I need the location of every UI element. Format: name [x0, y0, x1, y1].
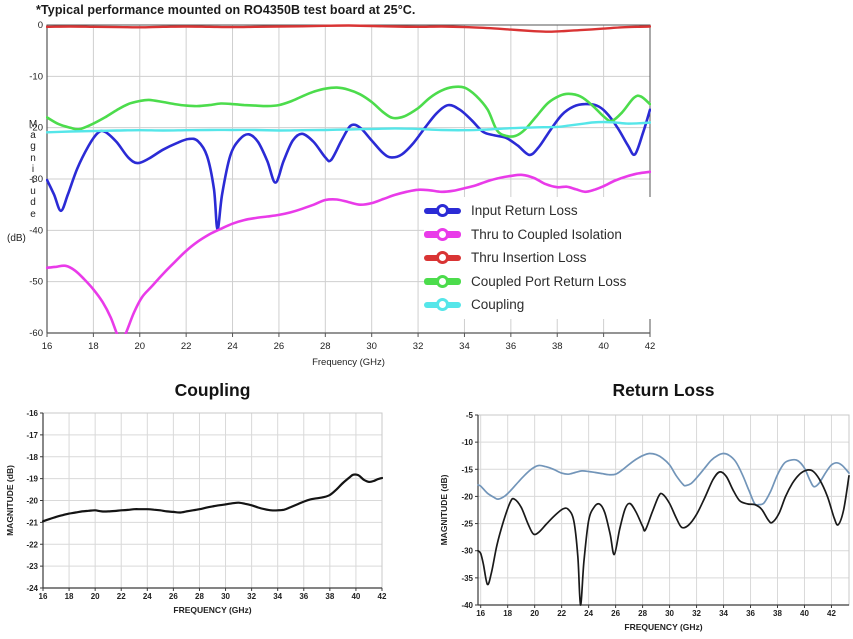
svg-text:-20: -20	[26, 497, 38, 506]
svg-text:38: 38	[552, 341, 563, 352]
svg-text:-30: -30	[461, 547, 473, 556]
svg-text:22: 22	[181, 341, 192, 352]
svg-text:20: 20	[91, 592, 100, 601]
svg-text:-60: -60	[29, 328, 43, 339]
svg-text:38: 38	[325, 592, 334, 601]
legend-label: Input Return Loss	[471, 203, 578, 219]
svg-text:32: 32	[413, 341, 424, 352]
svg-text:16: 16	[42, 341, 53, 352]
svg-text:-20: -20	[461, 492, 473, 501]
svg-text:-35: -35	[461, 574, 473, 583]
svg-text:34: 34	[459, 341, 470, 352]
svg-text:42: 42	[645, 341, 656, 352]
svg-text:MAGNITUDE (dB): MAGNITUDE (dB)	[439, 474, 449, 545]
svg-text:32: 32	[247, 592, 256, 601]
svg-text:-5: -5	[466, 411, 474, 420]
svg-text:24: 24	[143, 592, 152, 601]
svg-text:0: 0	[38, 20, 43, 31]
legend-item-input-return-loss: Input Return Loss	[424, 199, 680, 223]
svg-text:18: 18	[88, 341, 99, 352]
svg-text:-23: -23	[26, 562, 38, 571]
svg-text:30: 30	[665, 609, 674, 618]
svg-text:-22: -22	[26, 540, 38, 549]
svg-text:-16: -16	[26, 409, 38, 418]
svg-text:-19: -19	[26, 475, 38, 484]
svg-text:-15: -15	[461, 465, 473, 474]
svg-text:24: 24	[227, 341, 238, 352]
svg-text:-17: -17	[26, 431, 38, 440]
legend-item-coupled-port-return-loss: Coupled Port Return Loss	[424, 270, 680, 294]
svg-text:26: 26	[274, 341, 285, 352]
svg-text:32: 32	[692, 609, 701, 618]
svg-text:28: 28	[638, 609, 647, 618]
svg-text:34: 34	[719, 609, 728, 618]
svg-text:28: 28	[195, 592, 204, 601]
legend-item-thru-insertion-loss: Thru Insertion Loss	[424, 246, 680, 270]
legend-label: Thru Insertion Loss	[471, 250, 587, 266]
svg-text:34: 34	[273, 592, 282, 601]
legend-line-circle-icon	[424, 251, 461, 265]
svg-text:40: 40	[800, 609, 809, 618]
svg-text:22: 22	[117, 592, 126, 601]
coupling-chart-plot: 16 18 20 22 24 26 28 30 32 34 36 38 40 42 -16 -17 -18 -19…	[5, 409, 387, 615]
svg-text:26: 26	[169, 592, 178, 601]
svg-text:26: 26	[611, 609, 620, 618]
svg-text:36: 36	[299, 592, 308, 601]
legend-label: Coupled Port Return Loss	[471, 273, 627, 289]
svg-text:30: 30	[221, 592, 230, 601]
legend-line-circle-icon	[424, 298, 461, 312]
svg-text:Frequency (GHz): Frequency (GHz)	[312, 357, 385, 368]
svg-text:28: 28	[320, 341, 331, 352]
svg-text:-30: -30	[29, 174, 43, 185]
svg-text:40: 40	[598, 341, 609, 352]
svg-text:-40: -40	[29, 225, 43, 236]
svg-text:FREQUENCY (GHz): FREQUENCY (GHz)	[624, 622, 702, 632]
svg-text:22: 22	[557, 609, 566, 618]
svg-text:-40: -40	[461, 601, 473, 610]
svg-text:20: 20	[134, 341, 145, 352]
svg-text:42: 42	[827, 609, 836, 618]
svg-text:-10: -10	[29, 71, 43, 82]
svg-text:FREQUENCY (GHz): FREQUENCY (GHz)	[173, 605, 251, 615]
main-chart-title: *Typical performance mounted on RO4350B …	[36, 3, 416, 17]
legend-item-coupling: Coupling	[424, 293, 680, 317]
legend-label: Thru to Coupled Isolation	[471, 226, 622, 242]
legend-line-circle-icon	[424, 274, 461, 288]
return-loss-chart-title: Return Loss	[612, 380, 715, 400]
svg-text:36: 36	[506, 341, 517, 352]
svg-text:-50: -50	[29, 277, 43, 288]
svg-text:18: 18	[65, 592, 74, 601]
main-y-axis-label: M a g n i t u d e	[28, 119, 38, 220]
svg-text:18: 18	[503, 609, 512, 618]
svg-text:42: 42	[378, 592, 387, 601]
legend-item-thru-to-coupled-isolation: Thru to Coupled Isolation	[424, 223, 680, 247]
svg-text:MAGNITUDE (dB): MAGNITUDE (dB)	[5, 465, 15, 536]
main-chart-legend: Input Return Loss Thru to Coupled Isolat…	[424, 197, 680, 319]
svg-text:-24: -24	[26, 584, 38, 593]
main-chart-plot: 16 18 20 22 24 26 28 30 32 34 36 38 40 42 0 -10 -20 -30 -4…	[29, 20, 656, 368]
svg-text:-21: -21	[26, 518, 38, 527]
svg-text:30: 30	[366, 341, 377, 352]
svg-text:-20: -20	[29, 123, 43, 134]
legend-line-circle-icon	[424, 204, 461, 218]
svg-text:-10: -10	[461, 438, 473, 447]
main-y-axis-unit: (dB)	[7, 233, 26, 244]
svg-text:36: 36	[746, 609, 755, 618]
legend-line-circle-icon	[424, 227, 461, 241]
svg-text:16: 16	[476, 609, 485, 618]
svg-text:40: 40	[351, 592, 360, 601]
svg-text:16: 16	[39, 592, 48, 601]
svg-text:24: 24	[584, 609, 593, 618]
coupling-chart-title: Coupling	[174, 380, 251, 400]
legend-label: Coupling	[471, 297, 525, 313]
svg-text:20: 20	[530, 609, 539, 618]
return-loss-chart-plot: 16 18 20 22 24 26 28 30 32 34 36 38 40 42 -5 -10 -15 -20 -…	[439, 411, 850, 632]
svg-text:38: 38	[773, 609, 782, 618]
svg-text:-18: -18	[26, 453, 38, 462]
svg-text:-25: -25	[461, 520, 473, 529]
